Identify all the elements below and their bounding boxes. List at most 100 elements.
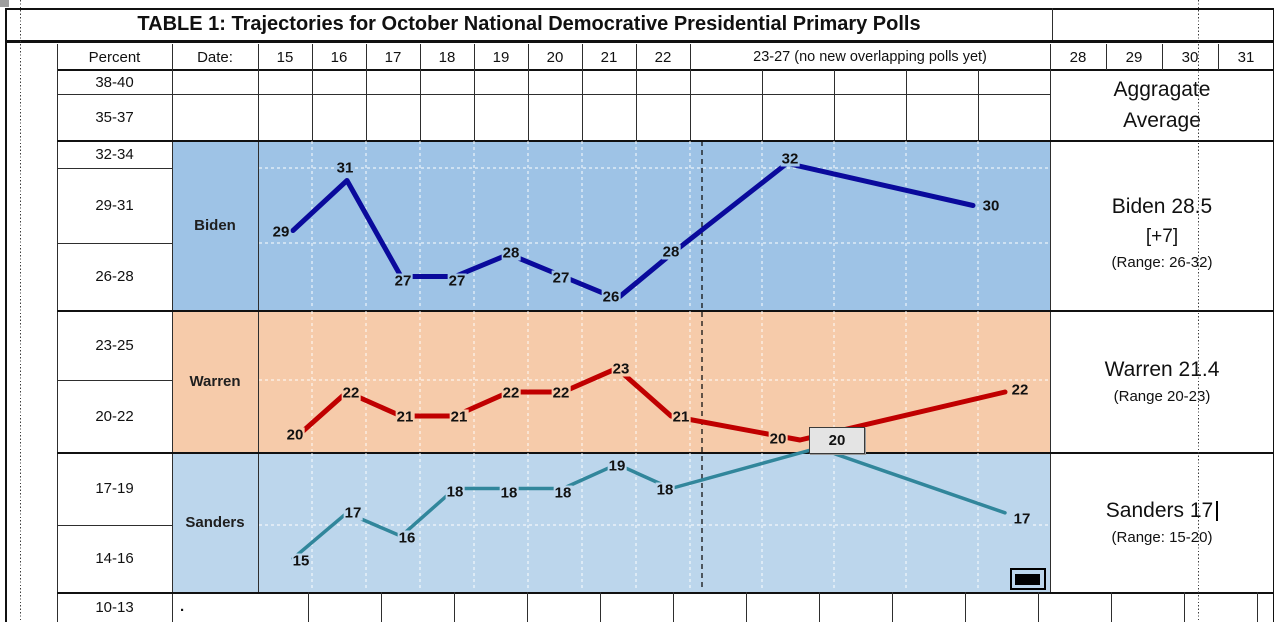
aggregate-text-line: Biden 28.5: [1111, 194, 1213, 218]
data-label-biden-5: 27: [551, 269, 571, 286]
date-cell-28: 28: [1069, 48, 1087, 66]
percent-cell-23-25: 23-25: [95, 336, 134, 354]
grid-border: [527, 592, 528, 622]
aggregate-text-line: Warren 21.4: [1104, 358, 1220, 381]
grid-border: [57, 243, 172, 244]
grid-border: [57, 168, 172, 169]
grid-border: [582, 44, 583, 140]
grid-border: [172, 44, 173, 622]
data-label-warren-8: 20: [768, 430, 788, 448]
grid-border: [57, 452, 1274, 454]
black-object-fill: [1015, 574, 1040, 585]
aggregate-header-line: Aggragate: [1113, 78, 1211, 101]
candidate-label-warren: Warren: [189, 372, 241, 390]
grid-border: [1162, 44, 1163, 70]
grid-border: [1184, 592, 1185, 622]
grid-border: [1106, 44, 1107, 70]
percent-cell-14-16: 14-16: [95, 550, 134, 567]
data-label-warren-6: 23: [611, 360, 631, 378]
black-object-outline[interactable]: [1010, 568, 1046, 590]
page-break-line-left: [20, 0, 21, 622]
date-cell-20: 20: [546, 48, 564, 66]
grid-border: [57, 525, 172, 526]
selected-data-label-sanders-20[interactable]: 20: [809, 427, 865, 454]
date-cell-30: 30: [1181, 48, 1199, 66]
grid-border: [57, 592, 1274, 594]
data-label-sanders-1: 17: [343, 504, 363, 522]
date-cell-21: 21: [600, 48, 618, 66]
grid-border: [1257, 592, 1258, 622]
date-cell-18: 18: [438, 48, 456, 66]
text-edit-caret: [1216, 501, 1219, 521]
grid-border: [57, 310, 1274, 312]
candidate-label-sanders: Sanders: [185, 513, 245, 531]
aggregate-text-line: (Range: 15-20): [1111, 529, 1213, 546]
data-label-sanders-7: 18: [655, 481, 675, 498]
data-label-warren-2: 21: [395, 408, 415, 426]
data-label-warren-4: 22: [501, 384, 521, 402]
grid-border: [636, 44, 637, 140]
date-cell-15: 15: [276, 48, 294, 66]
grid-border: [57, 44, 58, 622]
band-warren: [172, 310, 1050, 452]
poll-line-sanders: [291, 446, 1007, 561]
data-label-biden-2: 27: [393, 272, 413, 289]
aggregate-cell-biden: Biden 28.5 [+7] (Range: 26-32): [1050, 140, 1274, 310]
percent-cell-26-28: 26-28: [95, 268, 134, 285]
table-title: TABLE 1: Trajectories for October Nation…: [137, 13, 921, 35]
data-label-sanders-2: 16: [397, 529, 417, 547]
grid-border: [834, 70, 835, 140]
aggregate-cell-warren: Warren 21.4 (Range 20-23): [1050, 310, 1274, 452]
grid-border: [5, 8, 1274, 10]
data-label-sanders-4: 18: [499, 484, 519, 501]
data-label-sanders-5: 18: [553, 484, 573, 501]
grid-border: [1050, 44, 1051, 592]
grid-border: [57, 380, 172, 381]
data-label-warren-9: 22: [1010, 381, 1030, 399]
percent-cell-17-19: 17-19: [95, 480, 134, 497]
grid-border: [762, 70, 763, 140]
grid-border: [600, 592, 601, 622]
date-range-23-27-header: 23-27 (no new overlapping polls yet): [753, 49, 987, 65]
data-label-biden-0: 29: [271, 223, 291, 240]
grid-border: [5, 8, 7, 622]
grid-border: [420, 44, 421, 140]
poll-line-biden: [290, 160, 976, 302]
grid-border: [366, 44, 367, 140]
aggregate-text-line: Sanders 17: [1106, 495, 1219, 526]
aggregate-average-header: Aggragate Average: [1050, 70, 1274, 140]
data-label-biden-9: 30: [981, 197, 1001, 214]
data-label-biden-6: 26: [601, 288, 621, 306]
grid-border: [892, 592, 893, 622]
grid-border: [746, 592, 747, 622]
data-label-warren-1: 22: [341, 384, 361, 402]
data-label-sanders-6: 19: [607, 457, 627, 475]
data-label-biden-7: 28: [661, 243, 681, 261]
grid-border: [57, 140, 1274, 142]
grid-border: [454, 592, 455, 622]
grid-border: [1272, 8, 1274, 622]
grid-border: [258, 44, 259, 592]
aggregate-text-line: (Range: 26-32): [1111, 253, 1213, 271]
grid-border: [1111, 592, 1112, 622]
aggregate-cell-sanders[interactable]: Sanders 17 (Range: 15-20): [1050, 452, 1274, 592]
date-cell-17: 17: [384, 48, 402, 66]
band-sanders: [172, 452, 1050, 592]
data-label-warren-0: 20: [285, 426, 305, 444]
grid-border: [978, 70, 979, 140]
grid-border: [690, 44, 691, 140]
data-label-warren-3: 21: [449, 408, 469, 426]
grid-border: [5, 40, 1274, 43]
stray-period-cell-text: .: [180, 598, 185, 615]
grid-border: [57, 94, 1050, 95]
percent-cell-38-40: 38-40: [95, 73, 134, 91]
grid-border: [1218, 44, 1219, 70]
date-cell-19: 19: [492, 48, 510, 66]
grid-border: [1052, 8, 1053, 41]
percent-cell-29-31: 29-31: [95, 197, 134, 214]
percent-cell-10-13: 10-13: [95, 598, 134, 616]
aggregate-text-line: (Range 20-23): [1113, 388, 1211, 405]
date-header: Date:: [197, 48, 233, 66]
data-label-biden-4: 28: [501, 244, 521, 262]
